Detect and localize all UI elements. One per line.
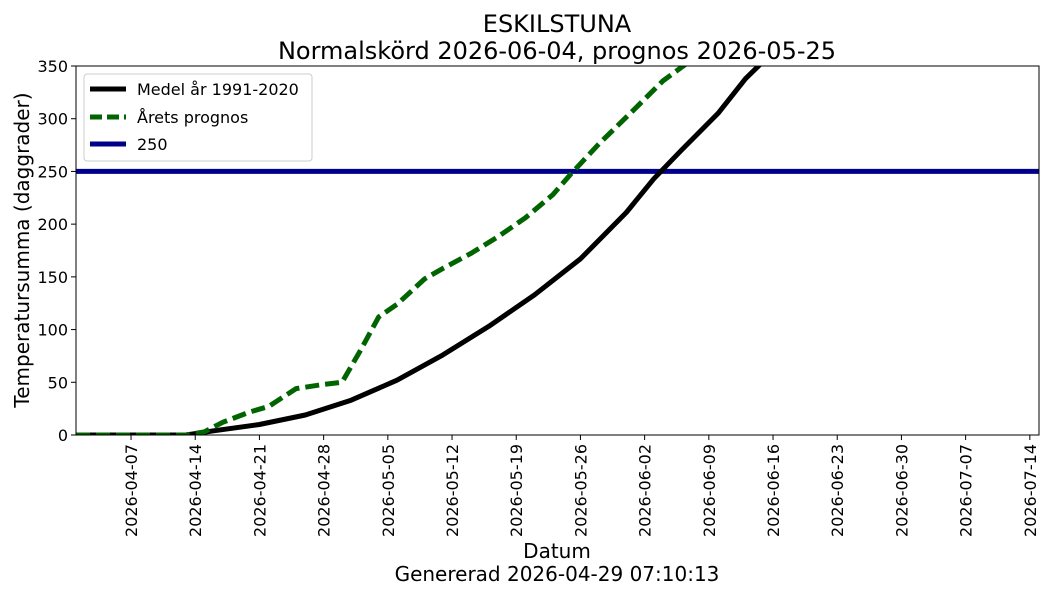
legend-label-medel: Medel år 1991-2020 — [137, 80, 299, 99]
x-tick-label: 2026-07-07 — [957, 444, 976, 537]
y-tick-label: 200 — [37, 215, 68, 234]
y-axis: 0 50 100 150 200 250 300 350 — [37, 57, 76, 445]
x-tick-label: 2026-05-26 — [571, 444, 590, 537]
x-axis-label: Datum — [523, 539, 591, 563]
footer-generated: Genererad 2026-04-29 07:10:13 — [395, 562, 720, 586]
x-tick-label: 2026-06-02 — [636, 444, 655, 537]
y-tick-label: 350 — [37, 57, 68, 76]
y-tick-label: 50 — [48, 373, 68, 392]
x-tick-label: 2026-04-07 — [122, 444, 141, 537]
chart-subtitle: Normalskörd 2026-06-04, prognos 2026-05-… — [278, 37, 836, 65]
x-tick-label: 2026-04-21 — [250, 444, 269, 537]
y-tick-label: 100 — [37, 321, 68, 340]
series-layer — [76, 66, 1039, 435]
y-tick-label: 150 — [37, 268, 68, 287]
x-tick-label: 2026-06-16 — [764, 444, 783, 537]
legend-label-250: 250 — [137, 135, 168, 154]
plot-area-frame — [75, 65, 1040, 436]
x-tick-label: 2026-05-19 — [507, 444, 526, 537]
x-axis: 2026-04-07 2026-04-14 2026-04-21 2026-04-28… — [122, 435, 1040, 537]
legend-box — [83, 73, 313, 162]
y-tick-label: 250 — [37, 162, 68, 181]
chart-title: ESKILSTUNA — [483, 10, 632, 38]
x-tick-label: 2026-05-12 — [443, 444, 462, 537]
x-tick-label: 2026-06-09 — [700, 444, 719, 537]
y-tick-label: 0 — [58, 426, 68, 445]
x-tick-label: 2026-04-28 — [315, 444, 334, 537]
legend: Medel år 1991-2020 Årets prognos 250 — [83, 73, 313, 162]
x-tick-label: 2026-04-14 — [186, 444, 205, 537]
legend-label-prognos: Årets prognos — [137, 108, 248, 127]
y-axis-label: Temperatursumma (daggrader) — [10, 92, 34, 408]
y-tick-label: 300 — [37, 110, 68, 129]
x-tick-label: 2026-05-05 — [379, 444, 398, 537]
series-line-medel — [76, 66, 763, 435]
series-line-prognos — [76, 66, 688, 435]
x-tick-label: 2026-07-14 — [1021, 444, 1040, 537]
x-tick-label: 2026-06-30 — [892, 444, 911, 537]
x-tick-label: 2026-06-23 — [828, 444, 847, 537]
